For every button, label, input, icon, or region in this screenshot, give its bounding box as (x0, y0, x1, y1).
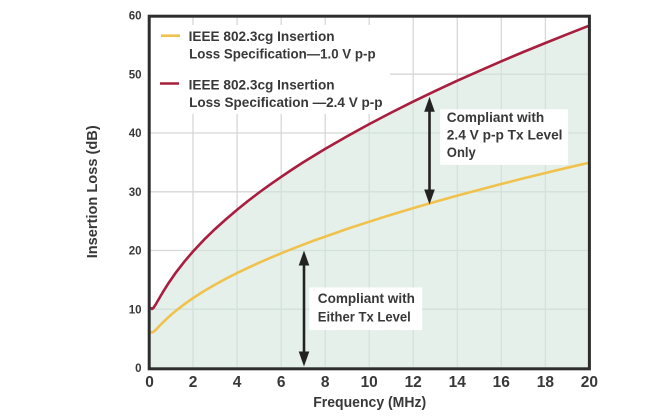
svg-text:30: 30 (129, 187, 142, 199)
svg-text:10: 10 (129, 304, 142, 316)
svg-text:14: 14 (449, 374, 467, 391)
svg-text:Compliant with: Compliant with (447, 110, 544, 125)
svg-text:0: 0 (145, 374, 154, 391)
svg-text:2.4 V p-p Tx Level: 2.4 V p-p Tx Level (447, 127, 563, 142)
svg-text:Loss Specification —2.4 V p-p: Loss Specification —2.4 V p-p (189, 95, 383, 110)
svg-text:20: 20 (581, 374, 598, 391)
svg-text:IEEE 802.3cg Insertion: IEEE 802.3cg Insertion (189, 29, 335, 44)
svg-text:8: 8 (321, 374, 330, 391)
svg-text:Compliant with: Compliant with (318, 291, 415, 306)
svg-text:Only: Only (447, 145, 476, 160)
svg-text:12: 12 (405, 374, 422, 391)
svg-text:18: 18 (537, 374, 555, 391)
svg-text:0: 0 (135, 363, 141, 375)
svg-text:Either Tx Level: Either Tx Level (318, 310, 411, 325)
svg-text:Loss Specification—1.0 V p-p: Loss Specification—1.0 V p-p (189, 47, 376, 62)
svg-text:50: 50 (129, 69, 142, 81)
svg-text:Frequency (MHz): Frequency (MHz) (313, 395, 426, 411)
svg-text:6: 6 (277, 374, 286, 391)
svg-text:60: 60 (129, 11, 142, 23)
svg-text:2: 2 (189, 374, 198, 391)
svg-text:4: 4 (233, 374, 242, 391)
svg-text:10: 10 (361, 374, 378, 391)
svg-text:16: 16 (493, 374, 511, 391)
svg-text:Insertion Loss (dB): Insertion Loss (dB) (85, 125, 101, 258)
svg-text:40: 40 (129, 128, 142, 140)
svg-text:IEEE 802.3cg Insertion: IEEE 802.3cg Insertion (189, 78, 335, 93)
svg-text:20: 20 (129, 246, 142, 258)
